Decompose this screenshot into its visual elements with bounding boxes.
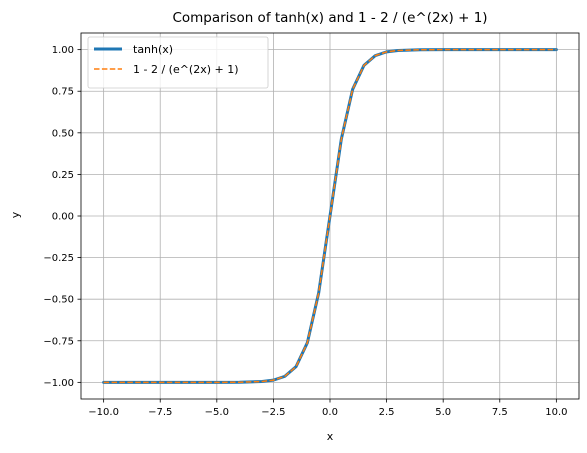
y-tick-label: 1.00	[52, 45, 74, 56]
x-tick-label: −7.5	[148, 407, 172, 418]
y-tick-label: 0.50	[52, 128, 74, 139]
y-tick-label: 0.75	[52, 87, 74, 98]
legend-label-1: tanh(x)	[133, 43, 173, 56]
chart-title: Comparison of tanh(x) and 1 - 2 / (e^(2x…	[172, 10, 487, 26]
x-tick-label: 10.0	[545, 407, 567, 418]
x-tick-label: −2.5	[261, 407, 285, 418]
legend-label-2: 1 - 2 / (e^(2x) + 1)	[133, 63, 239, 76]
y-tick-label: 0.00	[52, 212, 74, 223]
x-tick-label: −10.0	[88, 407, 119, 418]
x-tick-label: 5.0	[435, 407, 451, 418]
y-tick-label: −0.75	[43, 336, 74, 347]
x-tick-label: 0.0	[322, 407, 338, 418]
legend-items: tanh(x) 1 - 2 / (e^(2x) + 1)	[94, 43, 239, 76]
y-tick-label: −0.50	[43, 295, 74, 306]
x-tick-label: 7.5	[492, 407, 508, 418]
y-tick-label: −1.00	[43, 378, 74, 389]
x-axis-label: x	[327, 430, 334, 443]
legend: tanh(x) 1 - 2 / (e^(2x) + 1)	[87, 36, 269, 89]
x-tick-label: −5.0	[205, 407, 229, 418]
y-tick-label: 0.25	[52, 170, 74, 181]
y-axis-label: y	[9, 211, 22, 218]
legend-box	[87, 36, 269, 89]
series-line-2	[103, 48, 557, 384]
plot-lines	[102, 48, 558, 384]
x-tick-label: 2.5	[379, 407, 395, 418]
y-tick-label: −0.25	[43, 253, 74, 264]
axis-ticks: −10.0 −7.5 −5.0 −2.5 0.0 2.5 5.0 7.5 10.0 −1.00 −0…	[43, 45, 567, 418]
